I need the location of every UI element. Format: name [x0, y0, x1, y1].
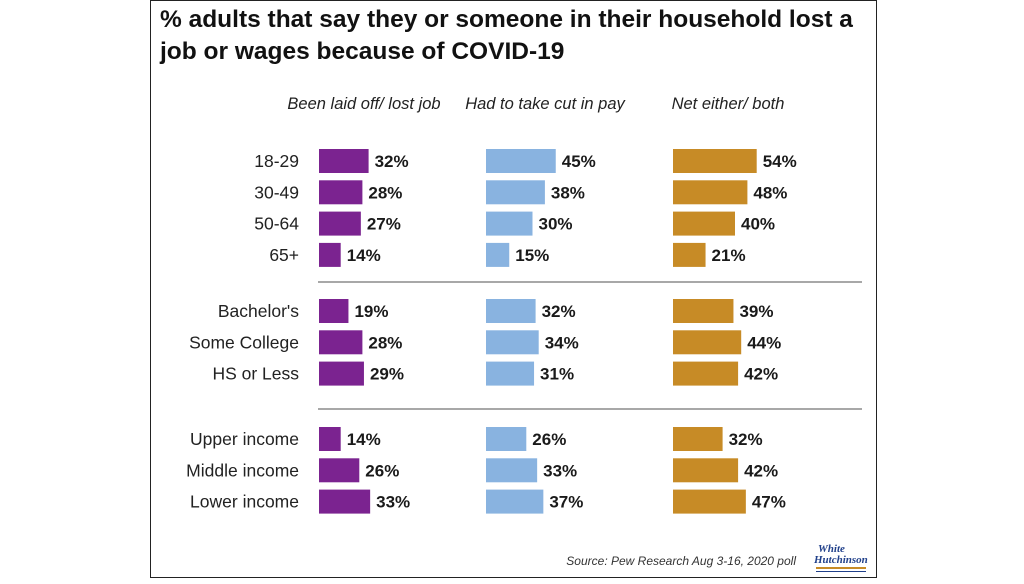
bar	[673, 489, 746, 514]
bar	[673, 330, 742, 355]
data-label: 26%	[365, 461, 399, 480]
data-label: 28%	[368, 183, 402, 202]
column-header-pay-cut: Had to take cut in pay	[465, 95, 625, 113]
bar	[673, 427, 723, 451]
data-label: 19%	[354, 302, 388, 321]
category-label: Bachelor's	[218, 301, 299, 321]
category-label: Middle income	[186, 460, 299, 480]
data-label: 32%	[729, 430, 763, 449]
category-label: 65+	[269, 245, 299, 265]
bar	[319, 242, 341, 267]
bar	[673, 180, 748, 205]
bar	[486, 330, 539, 355]
data-label: 14%	[347, 246, 381, 265]
data-label: 40%	[741, 215, 775, 234]
data-label: 44%	[747, 333, 781, 352]
data-label: 32%	[542, 302, 576, 321]
category-label: 30-49	[254, 182, 299, 202]
bar	[319, 180, 363, 205]
category-label: HS or Less	[212, 364, 299, 384]
source-note: Source: Pew Research Aug 3-16, 2020 poll	[566, 554, 796, 568]
data-label: 33%	[543, 461, 577, 480]
bar	[486, 242, 510, 267]
data-label: 34%	[545, 333, 579, 352]
column-header-net: Net either/ both	[671, 95, 785, 113]
category-label: Lower income	[190, 492, 299, 512]
data-label: 26%	[532, 430, 566, 449]
data-label: 32%	[375, 152, 409, 171]
bar	[673, 458, 739, 483]
bar	[486, 458, 538, 483]
data-label: 21%	[712, 246, 746, 265]
data-label: 33%	[376, 493, 410, 512]
bar	[673, 242, 706, 267]
bar	[319, 458, 360, 483]
bar	[319, 427, 341, 451]
data-label: 29%	[370, 365, 404, 384]
column-header-laid-off: Been laid off/ lost job	[287, 95, 441, 113]
bar	[486, 427, 527, 451]
logo-line-2: Hutchinson	[813, 554, 868, 566]
bar	[486, 180, 545, 205]
data-label: 14%	[347, 430, 381, 449]
data-label: 31%	[540, 365, 574, 384]
bar	[486, 149, 556, 173]
bar	[486, 299, 536, 323]
bar	[673, 211, 735, 236]
data-label: 38%	[551, 183, 585, 202]
bar	[319, 211, 361, 236]
bar	[486, 361, 535, 386]
data-label: 27%	[367, 215, 401, 234]
data-label: 37%	[549, 493, 583, 512]
bar	[673, 299, 734, 323]
bar	[486, 211, 533, 236]
data-label: 30%	[539, 215, 573, 234]
chart-title: % adults that say they or someone in the…	[160, 6, 853, 65]
bar	[319, 149, 369, 173]
category-label: 50-64	[254, 214, 299, 234]
bar	[319, 330, 363, 355]
bar	[319, 299, 349, 323]
data-label: 42%	[744, 365, 778, 384]
data-label: 48%	[753, 183, 787, 202]
white-hutchinson-logo: White Hutchinson	[813, 543, 868, 572]
bar	[319, 361, 364, 386]
data-label: 45%	[562, 152, 596, 171]
bar	[486, 489, 544, 514]
data-label: 39%	[739, 302, 773, 321]
data-label: 42%	[744, 461, 778, 480]
logo-line-1: White	[818, 543, 845, 555]
bar	[673, 361, 739, 386]
data-label: 47%	[752, 493, 786, 512]
bar	[319, 489, 371, 514]
bar	[673, 149, 757, 173]
category-label: Some College	[189, 332, 299, 352]
data-label: 15%	[515, 246, 549, 265]
data-label: 54%	[763, 152, 797, 171]
category-label: 18-29	[254, 151, 299, 171]
category-label: Upper income	[190, 429, 299, 449]
data-label: 28%	[368, 333, 402, 352]
